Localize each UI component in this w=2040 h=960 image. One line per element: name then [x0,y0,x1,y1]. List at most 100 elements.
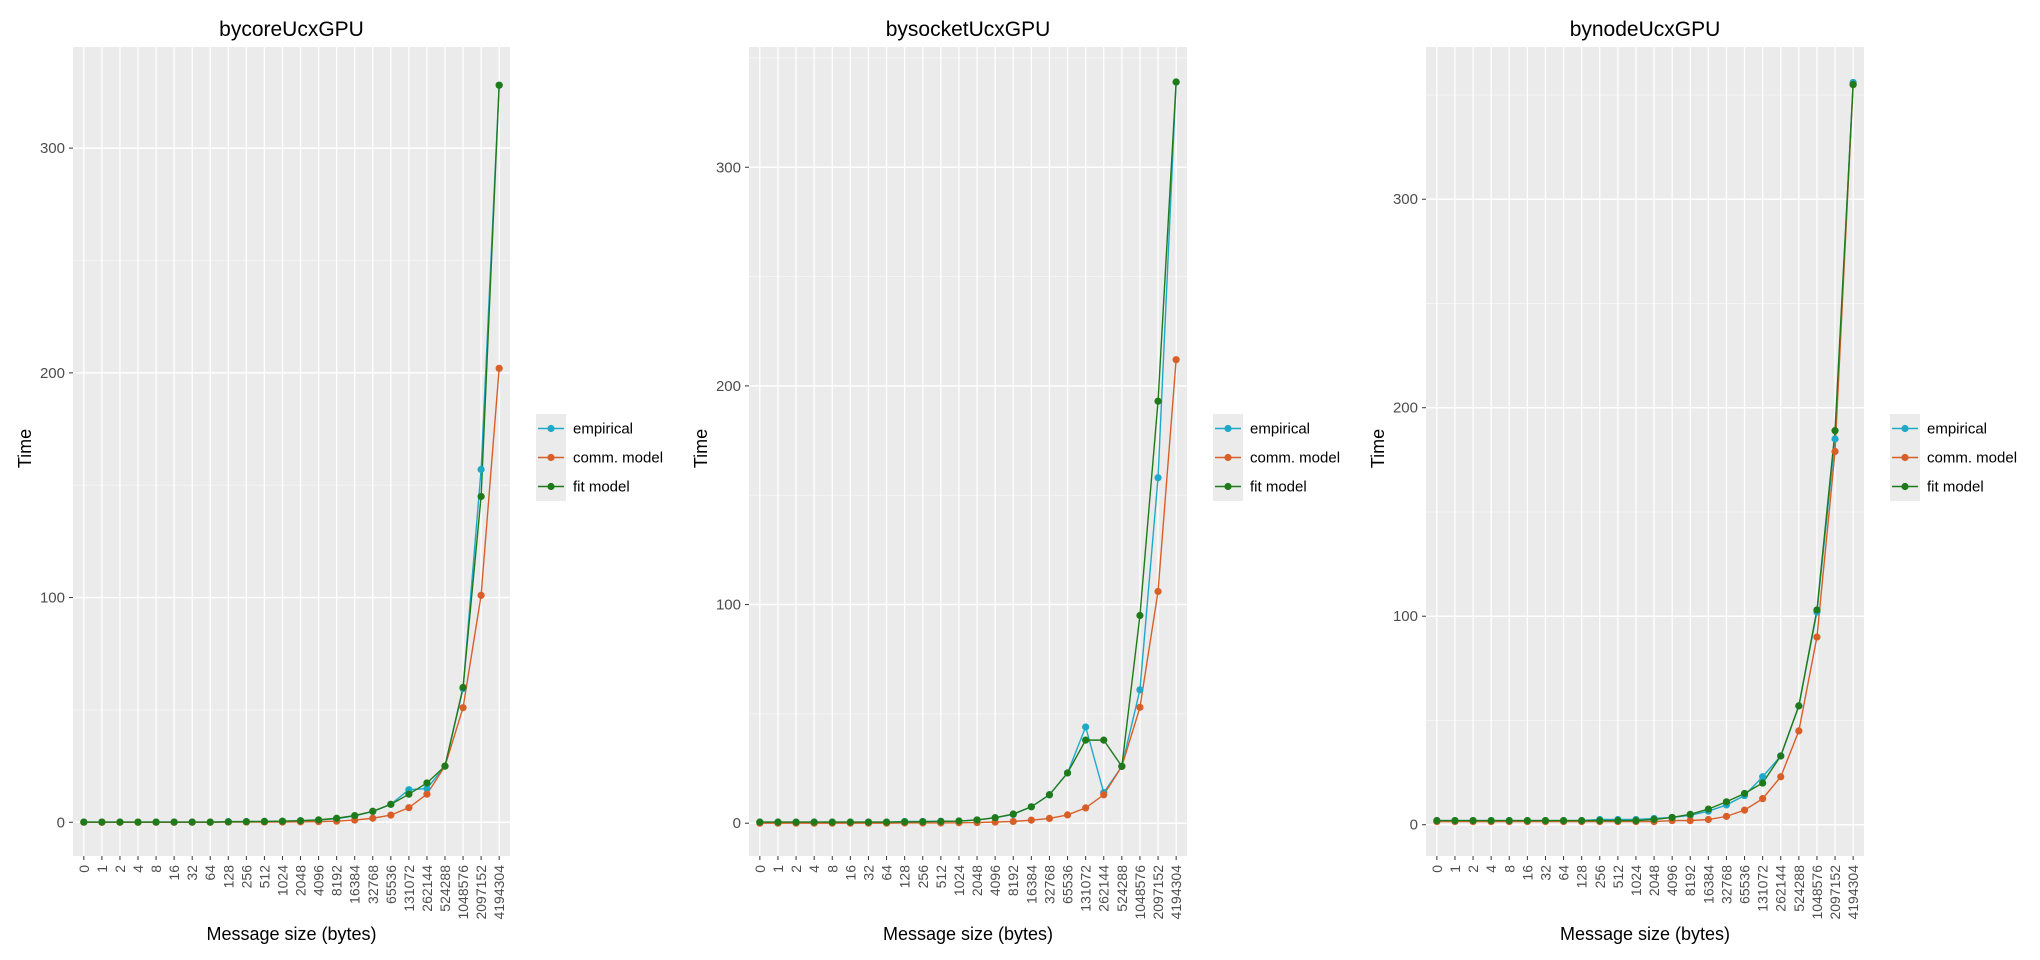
x-tick-label: 2048 [969,865,985,896]
data-point-comm-model [1704,815,1712,824]
data-point-fit-model [1614,816,1622,825]
data-point-fit-model [152,818,160,826]
x-tick-label: 32 [860,865,876,881]
data-point-fit-model [1541,816,1550,825]
x-tick-label: 2097152 [473,865,489,920]
legend: empirical comm. model fit model [1213,414,1340,501]
legend-key-point [1224,482,1232,491]
x-tick-label: 16 [842,865,858,881]
legend-label: comm. model [1927,450,2017,467]
x-axis-label: Message size (bytes) [206,924,376,944]
x-tick-label: 1048576 [1132,865,1148,920]
y-axis-label: Time [691,429,711,468]
data-point-fit-model [188,818,196,826]
x-tick-label: 65536 [1737,865,1753,904]
y-tick-label: 0 [57,814,65,831]
data-point-fit-model [441,762,449,770]
x-axis-label: Message size (bytes) [883,924,1053,944]
x-tick-label: 0 [1429,865,1445,873]
chart-title: bysocketUcxGPU [886,18,1051,41]
x-axis-label: Message size (bytes) [1560,924,1730,944]
legend-key-point [1901,453,1909,462]
x-tick-label: 1024 [951,865,967,896]
x-tick-label: 8192 [1005,865,1021,896]
plot-background [749,47,1187,856]
x-tick-label: 524288 [437,865,453,912]
x-tick-label: 4096 [987,865,1003,896]
data-point-fit-model [792,818,800,826]
data-point-fit-model [774,818,782,826]
data-point-fit-model [1045,791,1054,799]
legend-label: comm. model [1250,450,1340,467]
x-tick-label: 32768 [1041,865,1057,904]
legend: empirical comm. model fit model [536,414,663,501]
y-tick-label: 200 [1393,400,1418,417]
data-point-fit-model [1433,816,1441,825]
legend: empirical comm. model fit model [1890,414,2017,501]
data-point-fit-model [116,818,124,826]
data-point-fit-model [1668,813,1676,822]
data-point-fit-model [80,818,88,826]
data-point-fit-model [1487,816,1495,825]
data-point-fit-model [1740,789,1749,798]
data-point-fit-model [937,817,945,826]
x-tick-label: 128 [220,865,236,889]
y-axis-label: Time [1368,429,1388,468]
y-tick-label: 300 [40,140,65,157]
data-point-fit-model [810,818,818,826]
legend-key-point [1901,482,1909,491]
plot-background [1426,47,1864,856]
legend-label: empirical [573,421,633,438]
data-point-fit-model [1795,702,1803,710]
y-tick-label: 200 [716,378,741,395]
x-tick-label: 4 [1483,865,1499,873]
data-point-comm-model [1813,633,1821,641]
y-tick-label: 0 [1410,817,1418,834]
x-tick-label: 256 [915,865,931,889]
x-tick-label: 32 [184,865,200,881]
data-point-comm-model [1045,814,1054,822]
data-point-fit-model [1063,769,1072,777]
data-point-fit-model [224,818,232,826]
x-tick-label: 1048576 [1809,865,1825,920]
x-tick-label: 512 [256,865,272,889]
data-point-fit-model [1849,80,1857,89]
data-point-fit-model [1777,752,1785,760]
legend-key-point [547,453,555,462]
x-tick-label: 64 [1556,865,1572,881]
x-tick-label: 2048 [293,865,309,896]
x-tick-label: 64 [879,865,895,881]
x-tick-label: 128 [897,865,913,889]
x-tick-label: 8192 [1682,865,1698,896]
y-tick-label: 200 [40,365,65,382]
x-tick-label: 4194304 [1168,865,1184,920]
data-point-fit-model [1136,611,1144,620]
y-tick-label: 100 [716,597,741,614]
x-tick-label: 16384 [1023,865,1039,904]
data-point-comm-model [405,804,413,812]
data-point-fit-model [882,818,891,826]
data-point-comm-model [1831,447,1839,456]
data-point-fit-model [1578,816,1586,825]
data-point-fit-model [134,818,142,826]
y-tick-label: 100 [40,590,65,607]
x-tick-label: 131072 [1078,865,1094,912]
data-point-comm-model [369,814,377,822]
data-point-fit-model [1722,798,1731,806]
data-point-fit-model [260,817,269,825]
data-point-fit-model [955,817,963,825]
x-tick-label: 4096 [1664,865,1680,896]
data-point-empirical [1831,435,1839,443]
data-point-fit-model [405,790,413,798]
data-point-fit-model [459,683,467,692]
data-point-fit-model [1686,810,1694,818]
x-tick-label: 128 [1574,865,1590,889]
plot-background [73,47,510,856]
legend-label: fit model [1250,479,1307,496]
data-point-fit-model [973,816,981,824]
data-point-fit-model [1704,805,1712,813]
data-point-fit-model [1027,803,1035,811]
x-tick-label: 2 [788,865,804,873]
